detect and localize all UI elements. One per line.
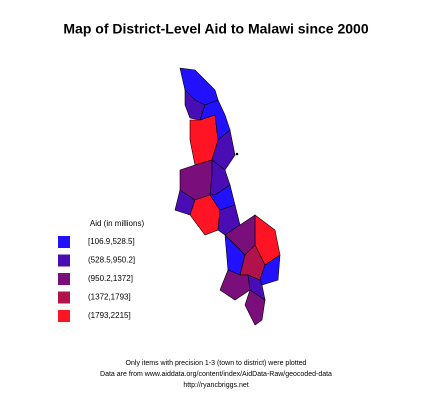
district xyxy=(211,129,236,171)
legend-swatch xyxy=(58,273,70,285)
district xyxy=(244,289,266,326)
district-map xyxy=(174,67,281,326)
legend-label: (950.2,1372] xyxy=(88,274,133,283)
district xyxy=(209,184,236,211)
district xyxy=(259,254,281,286)
legend-swatch xyxy=(58,236,70,248)
legend-swatch xyxy=(58,310,70,322)
legend-label: (528.5,950.2] xyxy=(88,256,135,265)
legend-label: (1372,1793] xyxy=(88,293,131,302)
legend-label: [106.9,528.5] xyxy=(88,237,135,246)
legend-title: Aid (in millions) xyxy=(90,219,145,228)
legend-label: (1793,2215] xyxy=(88,311,131,320)
footnote: Only items with precision 1-3 (town to d… xyxy=(126,360,307,367)
map-title: Map of District-Level Aid to Malawi sinc… xyxy=(63,21,368,37)
legend-swatch xyxy=(58,254,70,267)
legend-swatch xyxy=(58,291,70,304)
legend: [106.9,528.5] (528.5,950.2] (950.2,1372] (1… xyxy=(58,236,135,322)
district xyxy=(247,274,266,301)
island xyxy=(235,152,239,156)
footnote: http://ryancbriggs.net xyxy=(183,382,248,389)
footnote: Data are from www.aiddata.org/content/in… xyxy=(100,371,332,378)
